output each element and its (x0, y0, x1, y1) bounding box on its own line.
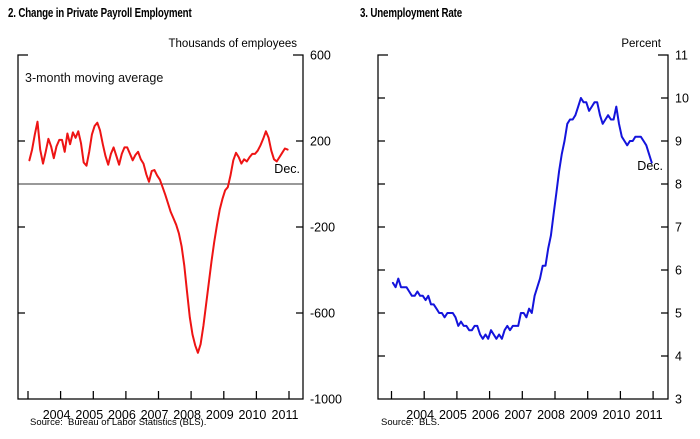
y-tick-label: 3 (675, 393, 682, 407)
y-tick-label: 8 (675, 178, 682, 192)
payroll-line (28, 120, 289, 354)
payroll-unit-label: Thousands of employees (168, 38, 298, 50)
x-tick-label: 2005 (439, 408, 467, 422)
y-tick-label: 9 (675, 135, 682, 149)
y-tick-label: 4 (675, 350, 682, 364)
x-tick-label: 2009 (570, 408, 598, 422)
y-tick-label: 200 (310, 135, 331, 149)
x-tick-label: 2006 (472, 408, 500, 422)
y-tick-label: 6 (675, 264, 682, 278)
x-tick-label: 2008 (537, 408, 565, 422)
y-tick-label: -1000 (310, 393, 342, 407)
unemployment-chart: 11 10 9 8 7 6 5 4 3 2004 2005 2006 2007 2008 2009 2010 2… (377, 49, 689, 422)
x-tick-label: 2011 (636, 408, 663, 422)
payroll-endpoint-label: Dec. (274, 162, 300, 176)
unemployment-axes (377, 54, 669, 400)
unemployment-chart-title: 3. Unemployment Rate (360, 6, 462, 20)
unemployment-source-note: Source: BLS. (381, 417, 440, 428)
payroll-source-note: Source: Bureau of Labor Statistics (BLS)… (30, 417, 207, 428)
y-tick-label: -200 (310, 221, 335, 235)
x-tick-label: 2009 (206, 408, 234, 422)
x-tick-label: 2006 (108, 408, 136, 422)
x-tick-label: 2004 (43, 408, 71, 422)
x-tick-label: 2004 (406, 408, 434, 422)
y-tick-label: 11 (675, 49, 688, 63)
x-tick-label: 2007 (504, 408, 532, 422)
x-tick-label: 2007 (141, 408, 169, 422)
unemployment-endpoint-label: Dec. (637, 159, 663, 173)
y-tick-label: 600 (310, 49, 331, 63)
moving-average-annotation: 3-month moving average (25, 71, 164, 85)
payroll-chart: 600 200 -200 -600 -1000 2004 2005 2006 2007 2008 2… (17, 49, 342, 422)
y-tick-label: -600 (310, 307, 335, 321)
y-tick-label: 7 (675, 221, 682, 235)
x-tick-label: 2008 (173, 408, 201, 422)
x-tick-label: 2005 (75, 408, 103, 422)
unemployment-line (391, 97, 653, 340)
unemployment-unit-label: Percent (621, 38, 661, 50)
payroll-chart-title: 2. Change in Private Payroll Employment (8, 6, 192, 20)
y-tick-label: 5 (675, 307, 682, 321)
x-tick-label: 2011 (272, 408, 299, 422)
x-tick-label: 2010 (602, 408, 630, 422)
x-tick-label: 2010 (238, 408, 266, 422)
payroll-axes (17, 54, 304, 400)
y-tick-label: 10 (675, 92, 689, 106)
